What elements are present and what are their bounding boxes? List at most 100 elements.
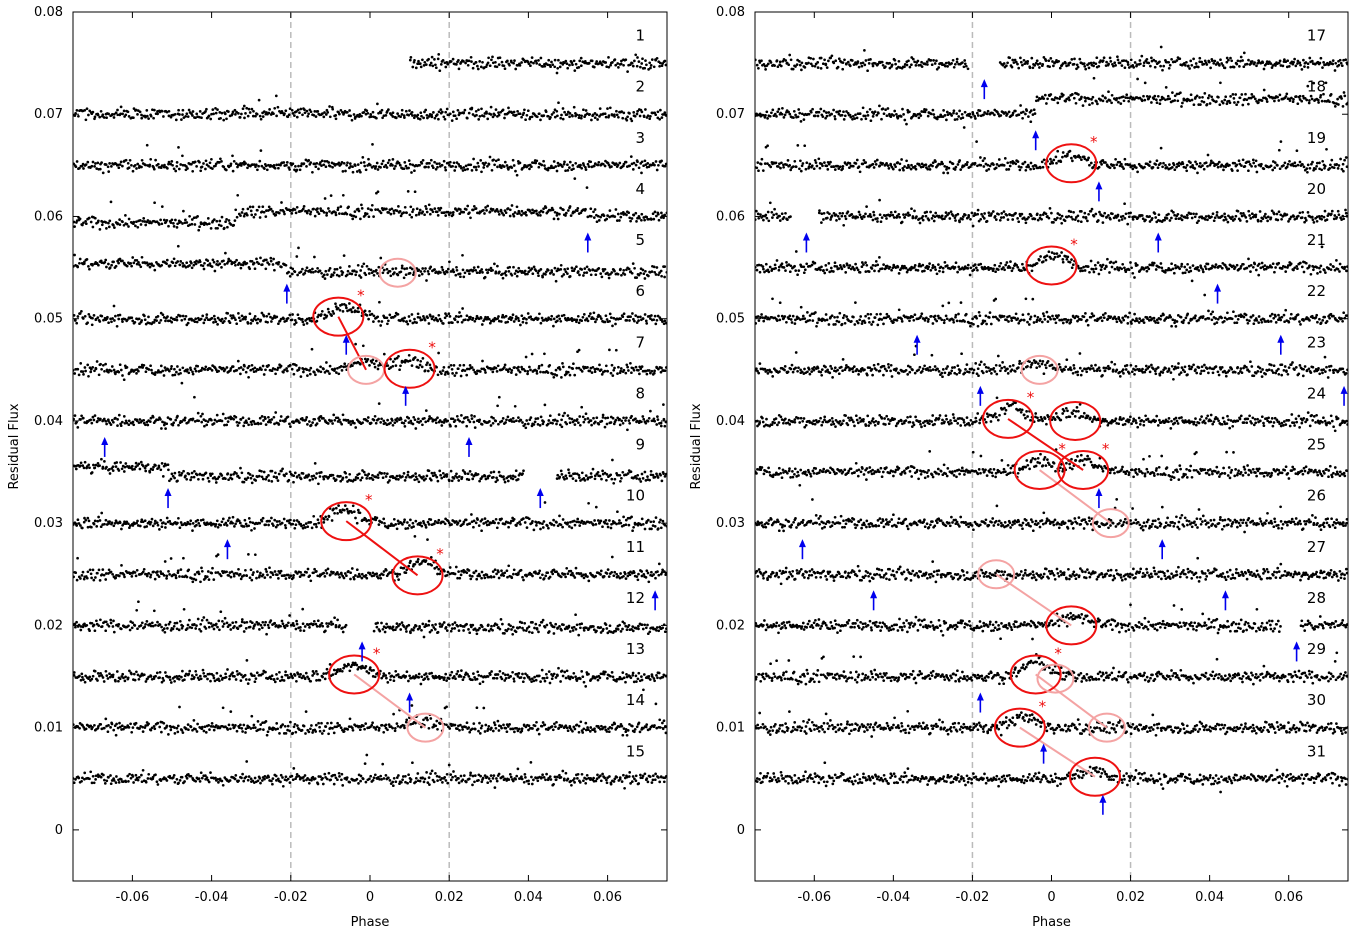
data-point <box>281 467 284 470</box>
data-point <box>521 421 524 424</box>
data-point <box>210 158 213 161</box>
data-point <box>527 423 530 426</box>
data-point <box>425 207 428 210</box>
data-point <box>73 221 76 224</box>
data-point <box>284 109 287 112</box>
data-point <box>477 473 480 476</box>
data-point <box>257 423 260 426</box>
data-point <box>424 205 427 208</box>
data-point <box>77 518 80 521</box>
data-point <box>536 372 539 375</box>
data-point <box>537 59 540 62</box>
data-point <box>79 258 82 261</box>
data-point <box>429 213 432 216</box>
data-point <box>96 572 99 575</box>
data-point <box>210 419 213 422</box>
data-point <box>254 213 257 216</box>
data-point <box>105 116 108 119</box>
data-point <box>292 162 295 165</box>
data-point <box>323 518 326 521</box>
data-point <box>454 318 457 321</box>
data-point <box>496 65 499 68</box>
data-point <box>619 424 622 427</box>
data-point <box>100 512 103 515</box>
data-point <box>364 273 367 276</box>
data-point <box>196 474 199 477</box>
data-point <box>513 366 516 369</box>
data-point <box>388 479 391 482</box>
data-point <box>541 276 544 279</box>
data-point <box>238 316 241 319</box>
data-point <box>120 528 123 531</box>
data-point <box>622 269 625 272</box>
data-point <box>419 522 422 525</box>
data-point <box>334 302 337 305</box>
data-point <box>147 316 150 319</box>
data-point <box>460 167 463 170</box>
data-point <box>475 522 478 525</box>
data-point <box>289 425 292 428</box>
data-point <box>571 367 574 370</box>
data-point <box>327 207 330 210</box>
data-point <box>494 420 497 423</box>
data-point <box>663 214 666 217</box>
data-point <box>366 314 369 317</box>
data-point <box>154 159 157 162</box>
data-point <box>99 363 102 366</box>
data-point <box>430 62 433 65</box>
data-point <box>524 118 527 121</box>
data-point <box>425 409 428 412</box>
data-point <box>628 422 631 425</box>
data-point <box>485 112 488 115</box>
data-point <box>274 411 277 414</box>
data-point <box>107 263 110 266</box>
data-point <box>508 64 511 67</box>
data-point <box>403 317 406 320</box>
data-point <box>528 517 531 520</box>
data-point <box>446 63 449 66</box>
data-point <box>595 318 598 321</box>
data-point <box>663 265 666 268</box>
data-point <box>607 66 610 69</box>
data-point <box>631 529 634 532</box>
data-point <box>175 119 178 122</box>
data-point <box>335 371 338 374</box>
data-point <box>597 267 600 270</box>
data-point <box>136 113 139 116</box>
data-point <box>449 161 452 164</box>
data-point <box>354 273 357 276</box>
data-point <box>252 110 255 113</box>
data-point <box>605 479 608 482</box>
data-point <box>106 316 109 319</box>
data-point <box>165 422 168 425</box>
data-point <box>105 163 108 166</box>
data-point <box>327 308 330 311</box>
data-point <box>589 312 592 315</box>
data-point <box>578 474 581 477</box>
data-point <box>474 269 477 272</box>
data-point <box>642 523 645 526</box>
data-point <box>270 320 273 323</box>
data-point <box>401 109 404 112</box>
data-point <box>479 370 482 373</box>
data-point <box>127 162 130 165</box>
data-point <box>413 318 416 321</box>
data-point <box>473 320 476 323</box>
data-point <box>412 525 415 528</box>
data-point <box>75 468 78 471</box>
data-point <box>309 211 312 214</box>
data-point <box>330 194 333 197</box>
data-point <box>420 66 423 69</box>
data-point <box>457 479 460 482</box>
data-point <box>311 268 314 271</box>
data-point <box>170 478 173 481</box>
data-point <box>367 473 370 476</box>
data-point <box>98 464 101 467</box>
data-point <box>264 267 267 270</box>
data-point <box>493 114 496 117</box>
data-point <box>264 523 267 526</box>
data-point <box>582 274 585 277</box>
data-point <box>610 316 613 319</box>
data-point <box>100 161 103 164</box>
data-point <box>307 159 310 162</box>
